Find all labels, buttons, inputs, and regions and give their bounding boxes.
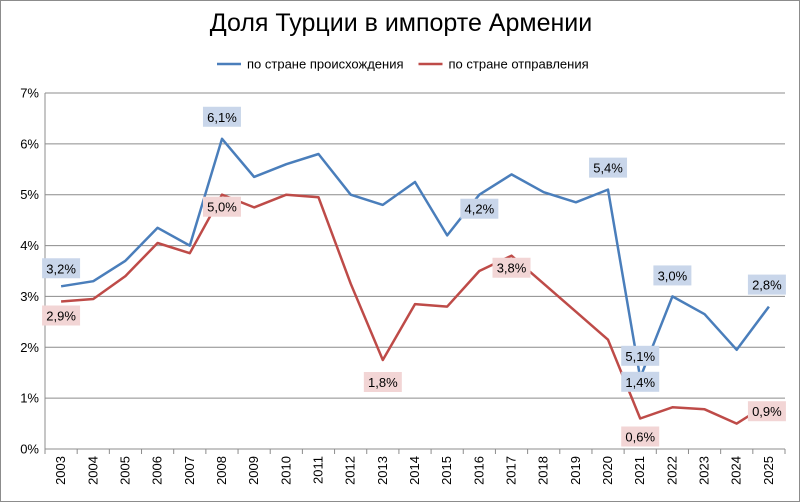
series-line — [60, 137, 770, 380]
x-tick-label: 2012 — [343, 456, 358, 485]
data-label-bg — [363, 372, 402, 392]
x-tick-label: 2023 — [697, 456, 712, 485]
y-tick-label: 4% — [20, 238, 39, 253]
series-line — [61, 193, 770, 425]
data-label: 0,9% — [752, 404, 782, 419]
x-tick-label: 2025 — [761, 456, 776, 485]
chart-title: Доля Турции в импорте Армении — [209, 9, 593, 37]
x-tick-label: 2024 — [729, 456, 744, 485]
data-label-bg — [621, 371, 660, 392]
data-label: 0,6% — [625, 429, 655, 444]
x-tick-label: 2018 — [536, 456, 551, 485]
data-label: 1,8% — [368, 375, 398, 390]
data-label: 3,2% — [46, 261, 76, 276]
x-tick-label: 2013 — [375, 456, 390, 485]
data-label-bg — [42, 258, 81, 279]
x-tick-label: 2022 — [664, 456, 679, 485]
data-label: 3,0% — [658, 268, 688, 283]
y-tick-label: 7% — [20, 86, 39, 101]
data-label-bg — [460, 198, 499, 219]
data-label-bg — [202, 106, 241, 127]
data-label-bg — [747, 401, 786, 422]
x-tick-label: 2006 — [150, 456, 165, 485]
data-label-bg — [492, 257, 531, 278]
x-tick-label: 2009 — [246, 456, 261, 485]
y-tick-label: 6% — [20, 136, 39, 151]
data-label-bg — [202, 196, 241, 217]
data-label: 1,4% — [625, 375, 655, 390]
x-tick-label: 2008 — [214, 456, 229, 485]
data-label-bg — [589, 157, 628, 178]
data-label-bg — [42, 305, 81, 326]
data-label-bg — [621, 345, 660, 366]
legend-label: по стране происхождения — [247, 57, 404, 72]
data-label-bg — [653, 265, 692, 286]
legend-label: по стране отправления — [449, 57, 589, 72]
data-label: 5,0% — [207, 200, 237, 215]
y-tick-label: 3% — [20, 289, 39, 304]
x-tick-label: 2021 — [632, 456, 647, 485]
x-tick-label: 2011 — [310, 456, 325, 484]
data-label: 5,1% — [625, 349, 655, 364]
data-label-bg — [747, 274, 786, 295]
data-label: 6,1% — [207, 110, 237, 125]
data-label: 5,4% — [593, 161, 623, 176]
y-tick-label: 5% — [20, 187, 39, 202]
x-tick-label: 2016 — [471, 456, 486, 485]
x-tick-label: 2014 — [407, 456, 422, 485]
x-tick-label: 2004 — [85, 456, 100, 485]
data-label: 4,2% — [465, 202, 495, 217]
data-label: 3,8% — [497, 261, 527, 276]
y-tick-label: 1% — [20, 391, 39, 406]
y-tick-label: 2% — [20, 340, 39, 355]
data-label: 2,8% — [752, 278, 782, 293]
x-tick-label: 2017 — [504, 456, 519, 485]
data-label: 2,9% — [46, 309, 76, 324]
x-tick-label: 2010 — [278, 456, 293, 485]
y-tick-label: 0% — [20, 442, 39, 457]
data-label-bg — [621, 426, 660, 447]
x-tick-label: 2019 — [568, 456, 583, 485]
x-tick-label: 2005 — [117, 456, 132, 485]
x-tick-label: 2003 — [53, 456, 68, 485]
x-tick-label: 2015 — [439, 456, 454, 485]
x-tick-label: 2007 — [182, 456, 197, 485]
x-tick-label: 2020 — [600, 456, 615, 485]
